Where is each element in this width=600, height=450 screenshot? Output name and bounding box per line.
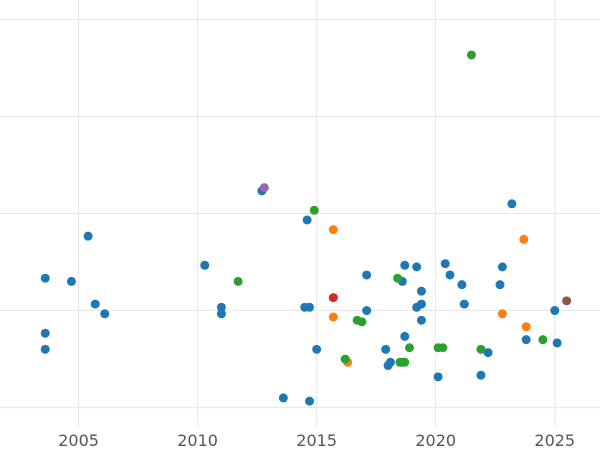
x-tick-label: 2005: [58, 431, 99, 450]
data-point: [233, 276, 243, 286]
data-point: [40, 344, 50, 354]
data-point: [440, 259, 450, 269]
points-layer: [40, 50, 572, 406]
data-point: [90, 299, 100, 309]
data-point: [328, 312, 338, 322]
data-point: [476, 344, 486, 354]
data-point: [438, 343, 448, 353]
data-point: [476, 370, 486, 380]
data-point: [562, 296, 572, 306]
data-point: [507, 199, 517, 209]
x-tick-label: 2010: [177, 431, 218, 450]
data-point: [305, 302, 315, 312]
grid-layer: [0, 0, 600, 427]
data-point: [328, 293, 338, 303]
data-point: [259, 183, 269, 193]
data-point: [40, 328, 50, 338]
data-point: [393, 273, 403, 283]
x-tick-label: 2020: [415, 431, 456, 450]
data-point: [459, 299, 469, 309]
data-point: [66, 276, 76, 286]
data-point: [416, 286, 426, 296]
x-tick-labels: 2005 2010 2015 2020 2025: [58, 431, 575, 450]
data-point: [483, 348, 493, 358]
data-point: [521, 335, 531, 345]
data-point: [538, 335, 548, 345]
data-point: [328, 225, 338, 235]
data-point: [362, 306, 372, 316]
x-tick-label: 2025: [534, 431, 575, 450]
data-point: [433, 372, 443, 382]
data-point: [309, 205, 319, 215]
x-tick-label: 2015: [296, 431, 337, 450]
data-point: [497, 309, 507, 319]
data-point: [400, 331, 410, 341]
data-point: [381, 344, 391, 354]
data-point: [357, 317, 367, 327]
data-point: [400, 260, 410, 270]
data-point: [83, 231, 93, 241]
data-point: [497, 262, 507, 272]
data-point: [400, 357, 410, 367]
data-point: [216, 302, 226, 312]
data-point: [385, 357, 395, 367]
data-point: [412, 262, 422, 272]
data-point: [519, 234, 529, 244]
data-point: [466, 50, 476, 60]
data-point: [278, 393, 288, 403]
data-point: [416, 315, 426, 325]
data-point: [405, 343, 415, 353]
data-point: [100, 309, 110, 319]
data-point: [40, 273, 50, 283]
data-point: [200, 260, 210, 270]
data-point: [445, 270, 455, 280]
data-point: [305, 396, 315, 406]
data-point: [550, 306, 560, 316]
data-point: [457, 280, 467, 290]
data-point: [362, 270, 372, 280]
data-point: [521, 322, 531, 332]
data-point: [340, 354, 350, 364]
data-point: [216, 309, 226, 319]
data-point: [302, 215, 312, 225]
data-point: [495, 280, 505, 290]
data-point: [552, 338, 562, 348]
data-point: [312, 344, 322, 354]
data-point: [416, 299, 426, 309]
